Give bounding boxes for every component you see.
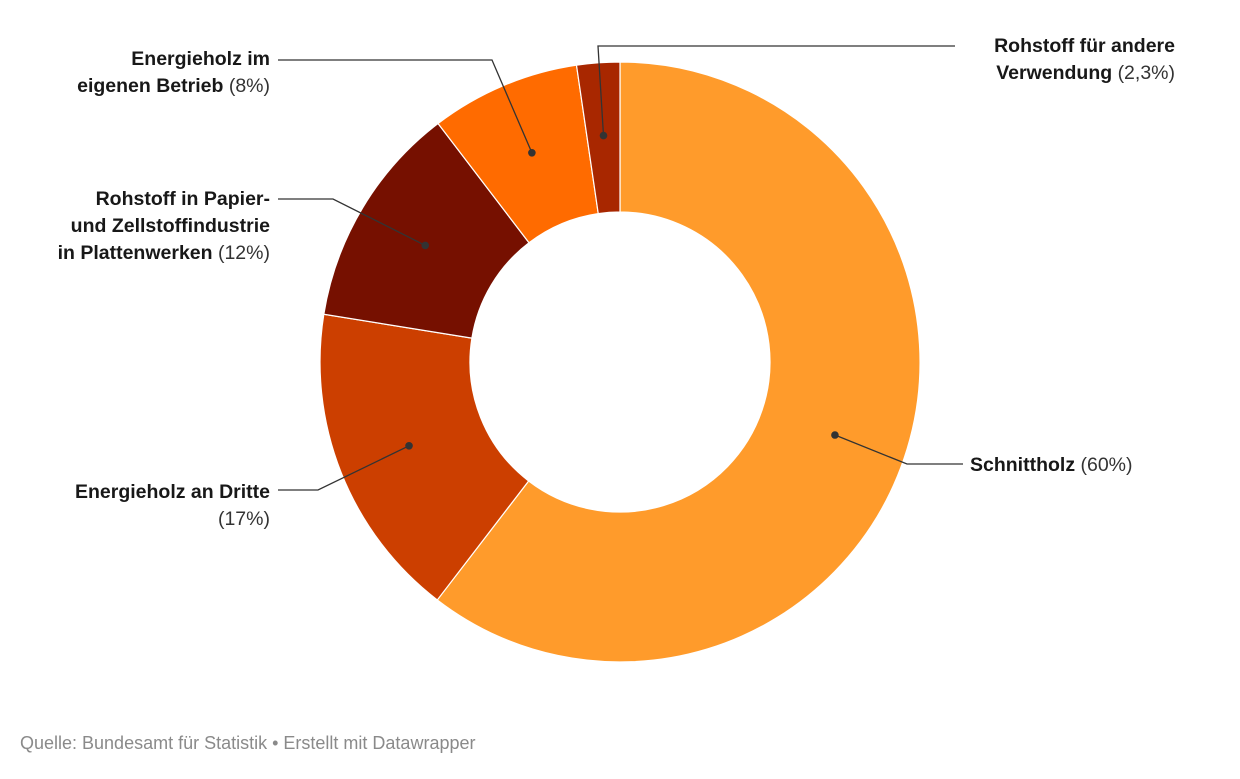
leader-line-schnittholz (834, 434, 963, 465)
leader-lines (278, 45, 963, 491)
label-rohstoff-papier: Rohstoff in Papier- und Zellstoffindustr… (0, 186, 270, 267)
label-energieholz-eigener-betrieb-line2: eigenen Betrieb (77, 75, 224, 97)
marker-dot-schnittholz (831, 431, 839, 439)
label-rohstoff-andere-line2: Verwendung (996, 62, 1113, 84)
label-energieholz-eigener-betrieb-line1: Energieholz im (131, 48, 270, 70)
label-rohstoff-andere: Rohstoff für andere Verwendung (2,3%) (930, 33, 1175, 87)
label-energieholz-dritte-pct: (17%) (217, 508, 270, 530)
leader-line-papier (278, 198, 426, 246)
marker-dot-energie-dritte (405, 441, 413, 450)
label-energieholz-eigener-betrieb-pct: (8%) (228, 75, 270, 97)
marker-dot-rohstoff-andere (599, 131, 608, 140)
donut-slices (319, 61, 921, 663)
label-rohstoff-papier-pct: (12%) (217, 242, 270, 264)
label-rohstoff-andere-line1: Rohstoff für andere (994, 35, 1175, 57)
label-rohstoff-andere-pct: (2,3%) (1117, 62, 1175, 84)
label-energieholz-dritte: Energieholz an Dritte (17%) (20, 479, 270, 533)
label-rohstoff-papier-line3: in Plattenwerken (57, 242, 213, 264)
label-schnittholz: Schnittholz (60%) (970, 452, 1230, 479)
label-energieholz-dritte-name: Energieholz an Dritte (74, 481, 270, 503)
leader-line-energie-betrieb (278, 59, 533, 154)
leader-line-energie-dritte (278, 445, 410, 491)
label-energieholz-eigener-betrieb: Energieholz im eigenen Betrieb (8%) (20, 46, 270, 100)
label-rohstoff-papier-line2: und Zellstoffindustrie (70, 215, 270, 237)
leader-line-rohstoff-andere (597, 45, 955, 136)
source-footer: Quelle: Bundesamt für Statistik • Erstel… (20, 733, 476, 753)
slice-schnittholz (436, 61, 921, 663)
slice-rohstoff-andere (575, 61, 621, 215)
marker-dot-papier (421, 241, 430, 250)
label-schnittholz-pct: (60%) (1080, 454, 1133, 476)
marker-dot-energie-betrieb (528, 148, 536, 157)
label-rohstoff-papier-line1: Rohstoff in Papier- (95, 188, 270, 210)
label-schnittholz-name: Schnittholz (970, 454, 1076, 476)
slice-energie-dritte (319, 313, 530, 601)
